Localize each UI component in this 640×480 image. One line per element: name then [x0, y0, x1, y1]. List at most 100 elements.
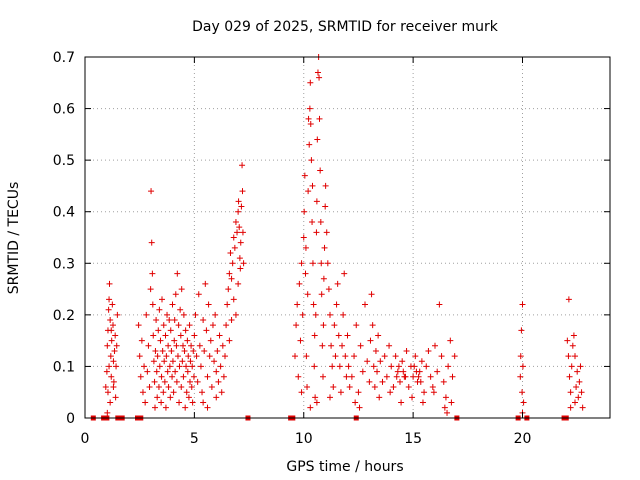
- data-point: [152, 404, 158, 411]
- data-point: [183, 389, 190, 396]
- data-point: [154, 394, 161, 401]
- data-point: [333, 301, 340, 308]
- data-point: [359, 368, 366, 375]
- data-point: [159, 296, 165, 303]
- data-point: [567, 404, 574, 411]
- data-point: [309, 182, 316, 189]
- data-point: [184, 337, 191, 344]
- data-point: [436, 301, 443, 308]
- data-point: [165, 342, 172, 349]
- data-point: [113, 342, 120, 349]
- x-tick-label: 0: [81, 431, 90, 447]
- y-tick-label: 0.1: [53, 359, 75, 375]
- data-point: [162, 332, 169, 339]
- data-point: [159, 347, 166, 354]
- data-point: [381, 353, 388, 360]
- data-point: [171, 337, 178, 344]
- data-point: [158, 373, 165, 380]
- data-point: [572, 353, 578, 360]
- data-point: [106, 296, 113, 303]
- data-point: [351, 353, 358, 360]
- data-point: [160, 322, 167, 329]
- data-point: [202, 280, 209, 287]
- data-point: [438, 353, 445, 360]
- data-point: [237, 265, 244, 272]
- data-point: [366, 378, 373, 385]
- data-point: [310, 301, 317, 308]
- data-point: [398, 399, 405, 406]
- data-point: [341, 270, 348, 277]
- data-point: [377, 358, 384, 365]
- data-point: [397, 378, 403, 385]
- data-point: [301, 208, 308, 215]
- data-point: [170, 389, 177, 396]
- data-point: [237, 239, 244, 246]
- data-point: [104, 409, 111, 416]
- data-point: [178, 286, 185, 293]
- data-point: [419, 399, 426, 406]
- data-point: [303, 353, 310, 360]
- data-point: [108, 337, 115, 344]
- data-point: [162, 404, 169, 411]
- data-point: [369, 322, 376, 329]
- data-point: [295, 373, 302, 380]
- data-point: [388, 363, 395, 370]
- data-point: [342, 353, 349, 360]
- data-point: [160, 389, 167, 396]
- data-point: [517, 373, 524, 380]
- data-point: [393, 373, 400, 380]
- data-point: [298, 389, 305, 396]
- data-point: [576, 378, 583, 385]
- data-point: [519, 301, 526, 308]
- data-point: [169, 373, 176, 380]
- data-point: [307, 121, 314, 128]
- data-point: [579, 404, 586, 411]
- data-point: [189, 363, 196, 370]
- data-point: [432, 342, 438, 349]
- data-point: [174, 353, 181, 360]
- x-tick-label: 15: [404, 431, 422, 447]
- data-point: [430, 389, 437, 396]
- data-point: [107, 399, 114, 406]
- data-point: [572, 399, 578, 406]
- data-point: [327, 311, 333, 318]
- data-point: [181, 347, 188, 354]
- data-point: [298, 260, 305, 267]
- data-point: [175, 322, 182, 329]
- data-point: [448, 399, 455, 406]
- data-point: [372, 347, 379, 354]
- data-point: [316, 74, 323, 81]
- data-point: [230, 234, 237, 241]
- data-point: [573, 384, 580, 391]
- data-point: [307, 79, 314, 86]
- data-point: [300, 234, 307, 241]
- data-point: [387, 389, 394, 396]
- data-point: [434, 368, 441, 375]
- plot-frame: [84, 56, 611, 419]
- x-tick-label: 20: [514, 431, 532, 447]
- data-point: [212, 311, 219, 318]
- data-point: [107, 317, 114, 324]
- data-point: [213, 368, 220, 375]
- data-point: [171, 317, 178, 324]
- data-point: [293, 322, 300, 329]
- data-point: [215, 378, 222, 385]
- data-point: [318, 291, 325, 298]
- data-point: [232, 311, 239, 318]
- data-point: [445, 363, 452, 370]
- data-point: [444, 409, 451, 416]
- data-point: [139, 389, 146, 396]
- data-point: [313, 399, 320, 406]
- data-point: [344, 332, 351, 339]
- data-point: [355, 389, 362, 396]
- data-point: [325, 286, 332, 293]
- data-point: [306, 141, 313, 148]
- y-tick-label: 0.2: [53, 308, 75, 324]
- data-point: [110, 358, 117, 365]
- data-point: [423, 363, 430, 370]
- data-point: [304, 291, 311, 298]
- data-point: [235, 208, 242, 215]
- data-point: [153, 317, 160, 324]
- data-point: [155, 384, 162, 391]
- data-point: [173, 378, 180, 385]
